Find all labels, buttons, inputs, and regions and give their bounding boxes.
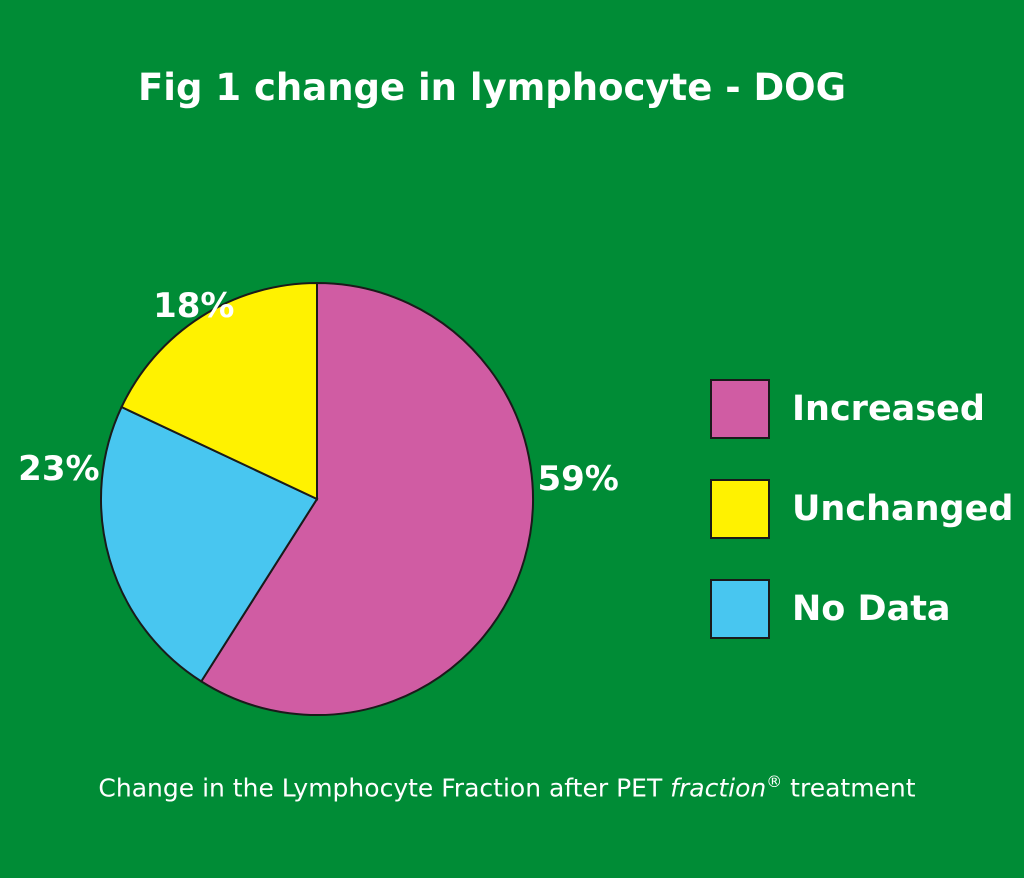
chart-title: Fig 1 change in lymphocyte - DOG	[138, 66, 846, 109]
data-label-no-data: 23%	[18, 449, 99, 489]
pie-slice-unchanged	[120, 281, 318, 501]
chart-caption: Change in the Lymphocyte Fraction after …	[0, 772, 1014, 802]
legend: Increased Unchanged No Data	[710, 378, 1013, 678]
legend-swatch-increased	[710, 379, 770, 439]
pie-slice-no-data	[100, 405, 319, 683]
legend-swatch-no-data	[710, 579, 770, 639]
legend-label-unchanged: Unchanged	[792, 489, 1014, 529]
pie-slice-increased	[199, 281, 534, 716]
caption-brand: fraction	[670, 773, 767, 803]
caption-text-end: treatment	[782, 773, 916, 803]
legend-swatch-unchanged	[710, 479, 770, 539]
legend-label-no-data: No Data	[792, 589, 951, 629]
legend-item-unchanged: Unchanged	[710, 478, 1013, 540]
data-label-increased: 59%	[537, 459, 618, 499]
legend-item-increased: Increased	[710, 378, 1013, 440]
legend-label-increased: Increased	[792, 389, 985, 429]
legend-item-no-data: No Data	[710, 578, 1013, 640]
data-label-unchanged: 18%	[153, 286, 234, 326]
caption-text: Change in the Lymphocyte Fraction after …	[98, 773, 671, 803]
caption-registered-mark: ®	[766, 772, 783, 791]
